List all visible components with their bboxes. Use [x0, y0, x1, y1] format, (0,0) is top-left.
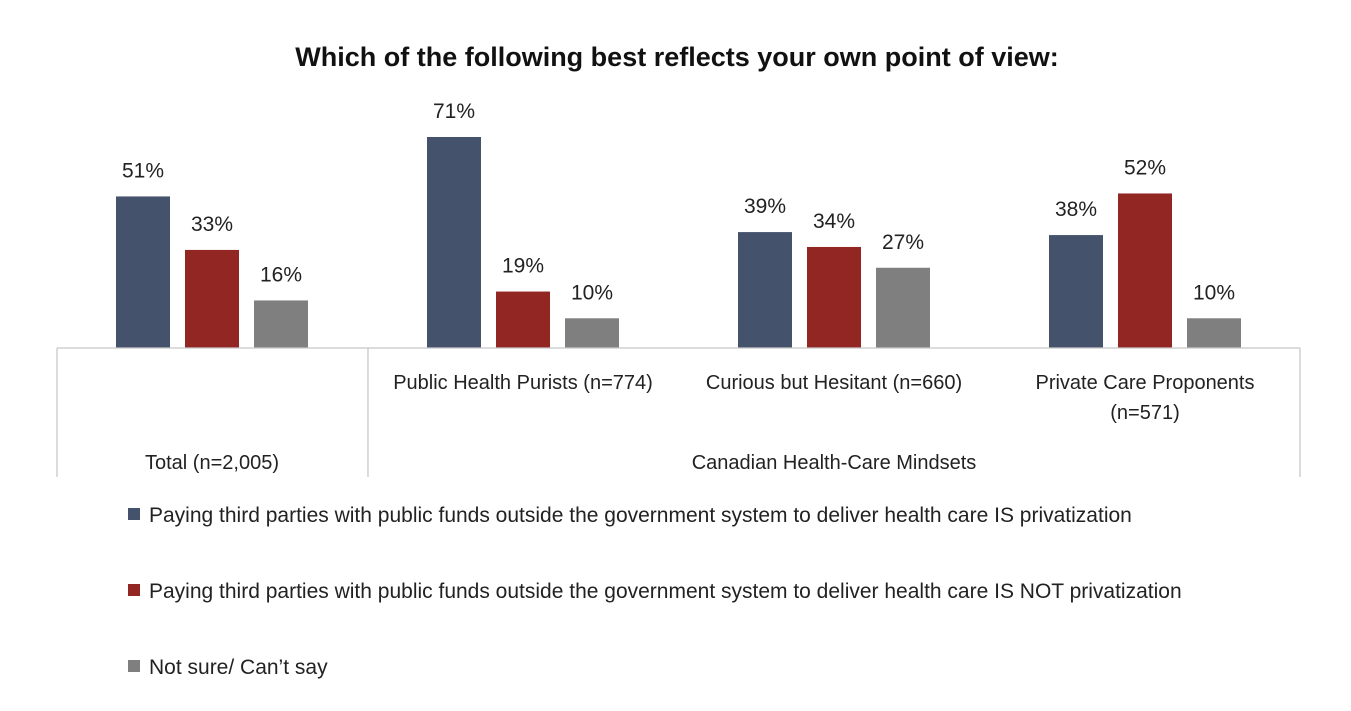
category-label-4-line1: Private Care Proponents	[1035, 372, 1254, 394]
group-label-2: Canadian Health-Care Mindsets	[692, 452, 977, 474]
bar-series1-cat3	[738, 232, 792, 348]
bar-series3-cat1	[254, 300, 308, 348]
legend-item-3: Not sure/ Can’t say	[128, 652, 1269, 683]
category-label-3: Curious but Hesitant (n=660)	[706, 372, 962, 394]
value-labels-layer: 51% 71% 39% 38% 33% 19% 34% 52% 16% 10% 27% 10%	[122, 100, 1235, 304]
legend-swatch-1	[128, 508, 140, 520]
bar-series1-cat1	[116, 196, 170, 348]
data-label-series1-cat2: 71%	[433, 100, 475, 123]
data-label-series1-cat3: 39%	[744, 195, 786, 218]
data-label-series2-cat2: 19%	[502, 255, 544, 278]
data-label-series3-cat1: 16%	[260, 263, 302, 286]
data-label-series3-cat2: 10%	[571, 281, 613, 304]
legend-label-3: Not sure/ Can’t say	[149, 656, 328, 679]
chart-title: Which of the following best reflects you…	[295, 42, 1059, 72]
bar-series2-cat1	[185, 249, 239, 348]
legend-swatch-3	[128, 660, 140, 672]
bar-series3-cat3	[876, 267, 930, 348]
category-label-2: Public Health Purists (n=774)	[393, 372, 653, 394]
data-label-series1-cat1: 51%	[122, 159, 164, 182]
bar-series2-cat4	[1118, 193, 1172, 348]
legend-item-1: Paying third parties with public funds o…	[128, 500, 1269, 531]
data-label-series2-cat3: 34%	[813, 210, 855, 233]
bar-series1-cat4	[1049, 235, 1103, 348]
bar-series1-cat2	[427, 137, 481, 348]
data-label-series2-cat1: 33%	[191, 213, 233, 236]
legend-item-2: Paying third parties with public funds o…	[128, 576, 1269, 607]
category-label-4-line2: (n=571)	[1110, 402, 1180, 424]
legend-label-2: Paying third parties with public funds o…	[149, 580, 1182, 603]
category-axis	[56, 347, 1301, 477]
group-label-1: Total (n=2,005)	[145, 452, 279, 474]
legend-label-1: Paying third parties with public funds o…	[149, 504, 1132, 527]
bar-series3-cat4	[1187, 318, 1241, 348]
data-label-series3-cat3: 27%	[882, 231, 924, 254]
data-label-series1-cat4: 38%	[1055, 198, 1097, 221]
bar-series2-cat2	[496, 291, 550, 348]
bars-layer	[116, 137, 1241, 348]
data-label-series2-cat4: 52%	[1124, 156, 1166, 179]
legend-swatch-2	[128, 584, 140, 596]
bar-series3-cat2	[565, 318, 619, 348]
data-label-series3-cat4: 10%	[1193, 281, 1235, 304]
category-labels-layer: Public Health Purists (n=774) Curious but…	[145, 372, 1255, 474]
bar-series2-cat3	[807, 246, 861, 348]
